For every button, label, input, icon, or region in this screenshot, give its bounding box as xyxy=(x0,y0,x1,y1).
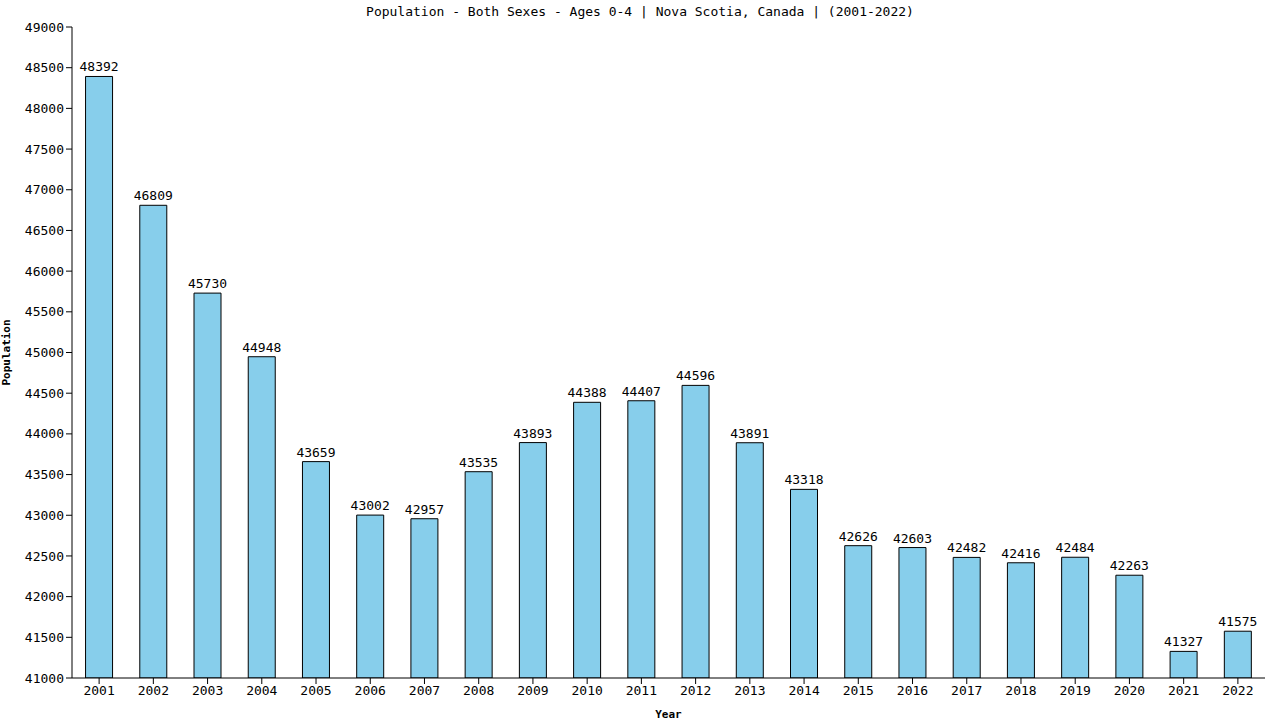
svg-text:41575: 41575 xyxy=(1218,614,1257,629)
svg-text:2008: 2008 xyxy=(463,683,494,698)
svg-text:2010: 2010 xyxy=(572,683,603,698)
svg-text:2007: 2007 xyxy=(409,683,440,698)
svg-text:2004: 2004 xyxy=(246,683,277,698)
svg-text:43318: 43318 xyxy=(784,472,823,487)
svg-text:2021: 2021 xyxy=(1168,683,1199,698)
svg-text:44596: 44596 xyxy=(676,368,715,383)
svg-text:42957: 42957 xyxy=(405,502,444,517)
svg-text:44407: 44407 xyxy=(622,384,661,399)
svg-text:2002: 2002 xyxy=(138,683,169,698)
svg-text:2015: 2015 xyxy=(843,683,874,698)
svg-text:45730: 45730 xyxy=(188,276,227,291)
svg-text:44500: 44500 xyxy=(25,386,64,401)
svg-text:44388: 44388 xyxy=(568,385,607,400)
svg-text:2017: 2017 xyxy=(951,683,982,698)
svg-text:48392: 48392 xyxy=(79,59,118,74)
html-text:Population - Both Sexes - Ages: Population - Both Sexes - Ages 0-4 | Nov… xyxy=(366,4,914,19)
svg-text:42626: 42626 xyxy=(839,529,878,544)
svg-text:41000: 41000 xyxy=(25,671,64,686)
svg-text:42603: 42603 xyxy=(893,531,932,546)
svg-text:41500: 41500 xyxy=(25,630,64,645)
svg-text:43535: 43535 xyxy=(459,455,498,470)
svg-text:Population: Population xyxy=(8,319,13,385)
svg-text:44948: 44948 xyxy=(242,340,281,355)
svg-text:2005: 2005 xyxy=(300,683,331,698)
svg-text:2019: 2019 xyxy=(1060,683,1091,698)
svg-text:2018: 2018 xyxy=(1005,683,1036,698)
svg-text:42484: 42484 xyxy=(1056,540,1095,555)
svg-text:45000: 45000 xyxy=(25,345,64,360)
svg-text:43000: 43000 xyxy=(25,508,64,523)
svg-text:45500: 45500 xyxy=(25,304,64,319)
svg-text:42000: 42000 xyxy=(25,589,64,604)
svg-text:43893: 43893 xyxy=(513,426,552,441)
svg-text:2012: 2012 xyxy=(680,683,711,698)
svg-text:2001: 2001 xyxy=(83,683,114,698)
svg-text:2020: 2020 xyxy=(1114,683,1145,698)
svg-text:48500: 48500 xyxy=(25,60,64,75)
svg-text:2009: 2009 xyxy=(517,683,548,698)
svg-text:2016: 2016 xyxy=(897,683,928,698)
svg-text:47500: 47500 xyxy=(25,142,64,157)
svg-text:43891: 43891 xyxy=(730,426,769,441)
svg-text:2022: 2022 xyxy=(1222,683,1253,698)
svg-text:Year: Year xyxy=(655,708,682,720)
svg-text:43659: 43659 xyxy=(296,445,335,460)
svg-text:43002: 43002 xyxy=(351,498,390,513)
svg-text:46000: 46000 xyxy=(25,264,64,279)
svg-text:2014: 2014 xyxy=(788,683,819,698)
svg-text:46500: 46500 xyxy=(25,223,64,238)
svg-text:43500: 43500 xyxy=(25,467,64,482)
svg-text:42482: 42482 xyxy=(947,540,986,555)
svg-text:2011: 2011 xyxy=(626,683,657,698)
svg-text:2003: 2003 xyxy=(192,683,223,698)
svg-text:47000: 47000 xyxy=(25,182,64,197)
svg-text:46809: 46809 xyxy=(134,188,173,203)
svg-text:44000: 44000 xyxy=(25,426,64,441)
svg-text:42416: 42416 xyxy=(1001,546,1040,561)
svg-text:2013: 2013 xyxy=(734,683,765,698)
svg-text:48000: 48000 xyxy=(25,101,64,116)
svg-text:42263: 42263 xyxy=(1110,558,1149,573)
svg-text:49000: 49000 xyxy=(25,20,64,35)
svg-text:41327: 41327 xyxy=(1164,634,1203,649)
svg-text:42500: 42500 xyxy=(25,549,64,564)
svg-text:2006: 2006 xyxy=(355,683,386,698)
